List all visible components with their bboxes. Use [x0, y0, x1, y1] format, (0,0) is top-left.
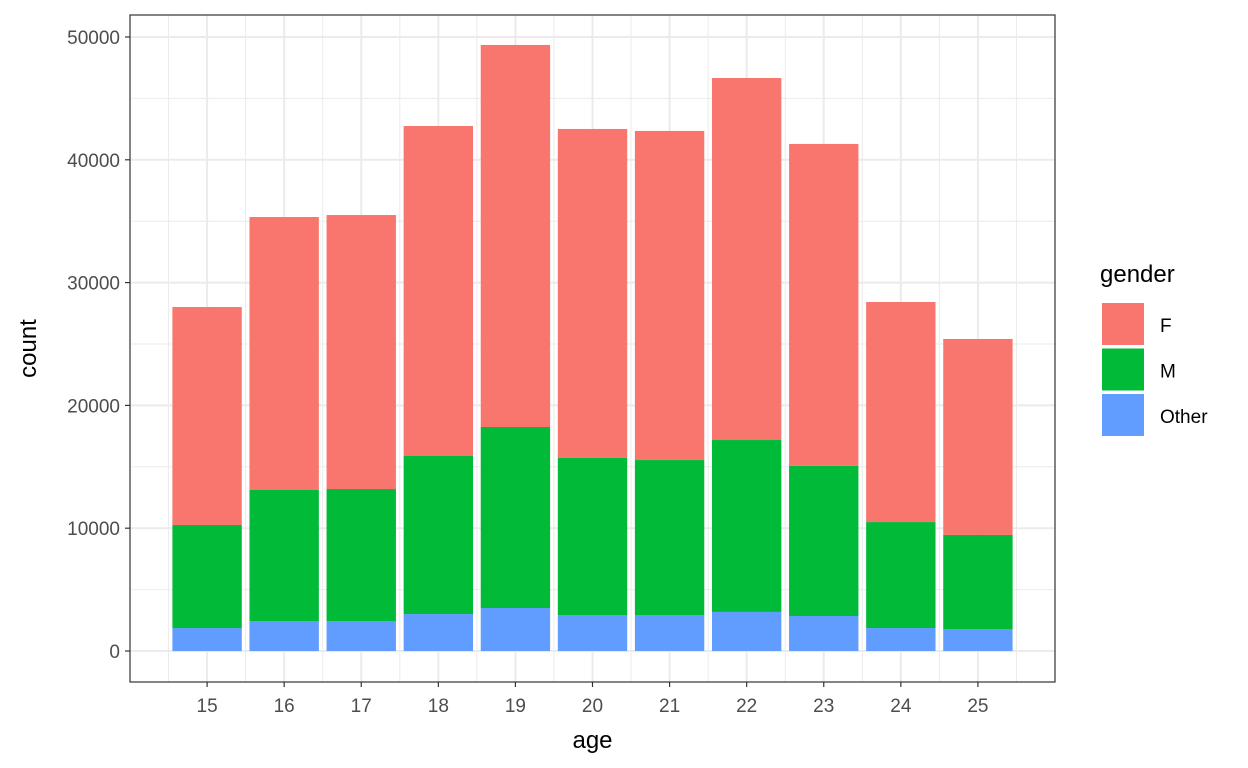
- x-tick-label: 23: [813, 696, 834, 717]
- bar-other-15: [172, 628, 242, 652]
- x-tick-label: 17: [351, 696, 372, 717]
- bar-f-25: [943, 338, 1013, 535]
- x-tick-label: 20: [582, 696, 603, 717]
- bar-other-19: [480, 608, 551, 652]
- x-tick-label: 22: [736, 696, 757, 717]
- bar-f-21: [634, 130, 705, 461]
- x-tick-label: 18: [428, 696, 449, 717]
- legend-key-other: [1102, 394, 1144, 436]
- bar-f-15: [172, 307, 242, 526]
- y-tick-label: 40000: [67, 151, 120, 172]
- legend-label: M: [1160, 362, 1176, 383]
- bar-m-22: [711, 440, 782, 612]
- bar-other-21: [634, 615, 705, 652]
- x-tick-label: 16: [274, 696, 295, 717]
- bar-m-23: [789, 465, 859, 617]
- y-tick-label: 0: [109, 642, 120, 663]
- x-axis-title: age: [572, 727, 612, 754]
- bar-f-18: [403, 126, 474, 456]
- bar-other-22: [711, 611, 782, 652]
- bar-other-18: [403, 614, 474, 652]
- bar-f-24: [866, 301, 936, 523]
- y-tick-label: 30000: [67, 274, 120, 295]
- y-tick-label: 20000: [67, 396, 120, 417]
- bar-other-24: [866, 628, 936, 652]
- bar-f-22: [711, 77, 782, 441]
- bar-other-23: [789, 616, 859, 652]
- bar-f-16: [249, 217, 319, 491]
- bar-m-17: [326, 489, 396, 622]
- bar-other-20: [557, 615, 628, 652]
- y-tick-label: 10000: [67, 519, 120, 540]
- bar-m-16: [249, 490, 319, 622]
- x-tick-label: 21: [659, 696, 680, 717]
- legend-key-f: [1102, 303, 1144, 345]
- bar-m-21: [634, 460, 705, 616]
- bar-m-24: [866, 522, 936, 629]
- bar-m-25: [943, 534, 1013, 630]
- legend-key-m: [1102, 348, 1144, 391]
- y-axis-title: count: [15, 319, 42, 378]
- legend-label: F: [1160, 316, 1172, 337]
- bar-f-23: [789, 143, 859, 466]
- bar-other-17: [326, 621, 396, 652]
- bar-f-17: [326, 215, 396, 490]
- bar-m-19: [480, 427, 551, 609]
- x-tick-label: 25: [967, 696, 988, 717]
- y-tick-label: 50000: [67, 28, 120, 49]
- x-tick-label: 19: [505, 696, 526, 717]
- legend-label: Other: [1160, 407, 1208, 428]
- bar-m-20: [557, 457, 628, 616]
- bar-other-16: [249, 621, 319, 652]
- bar-other-25: [943, 629, 1013, 652]
- bar-m-15: [172, 525, 242, 629]
- bar-f-19: [480, 44, 551, 428]
- legend-title: gender: [1100, 261, 1175, 288]
- bar-f-20: [557, 128, 628, 458]
- bar-m-18: [403, 455, 474, 615]
- x-tick-label: 15: [197, 696, 218, 717]
- x-tick-label: 24: [890, 696, 912, 717]
